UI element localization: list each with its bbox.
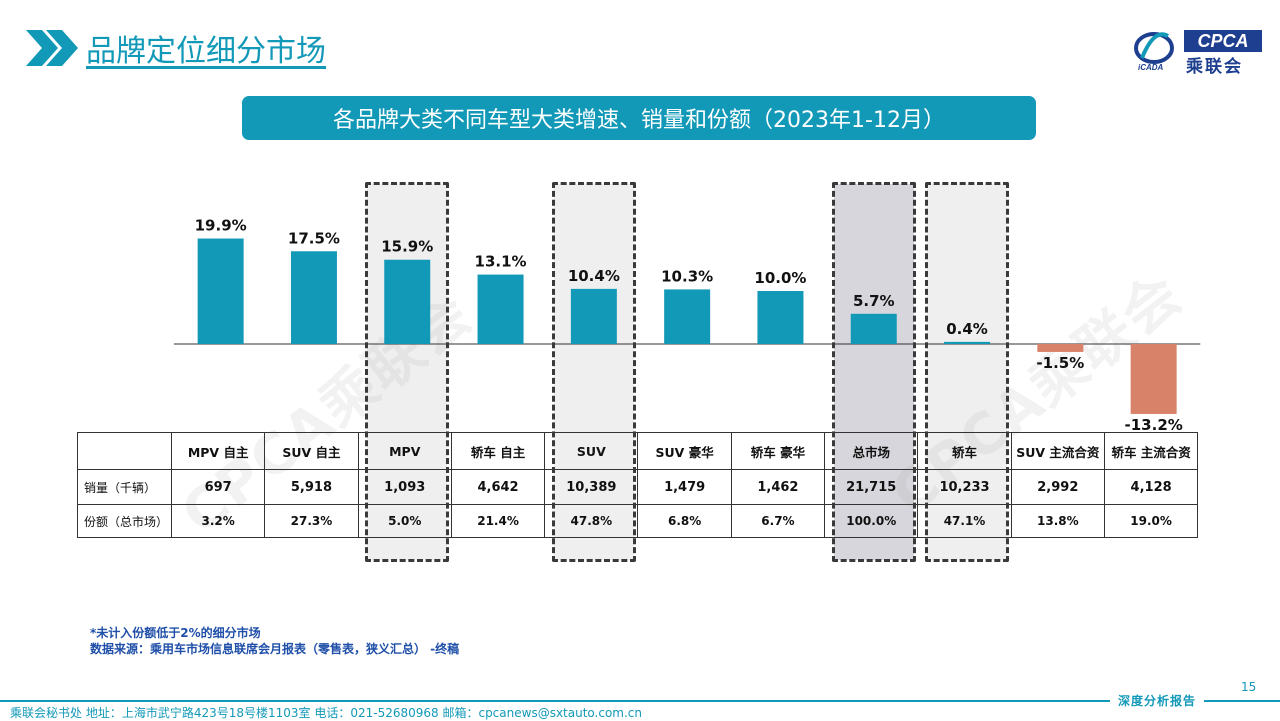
bar xyxy=(664,289,711,344)
bar xyxy=(944,341,991,344)
chart-banner: 各品牌大类不同车型大类增速、销量和份额（2023年1-12月） xyxy=(242,96,1036,140)
category-header: MPV 自主 xyxy=(170,432,266,470)
data-source: 数据来源：乘用车市场信息联席会月报表（零售表，狭义汇总） -终稿 xyxy=(90,642,460,656)
logo-wordmark: CPCA xyxy=(1197,31,1248,51)
table-cell: 1,462 xyxy=(730,469,826,505)
data-label: 0.4% xyxy=(946,320,988,338)
category-header: SUV 自主 xyxy=(264,432,359,470)
data-label: 10.4% xyxy=(568,267,620,285)
banner-text: 各品牌大类不同车型大类增速、销量和份额（2023年1-12月） xyxy=(333,108,945,133)
bar xyxy=(570,288,617,344)
table-cell: 100.0% xyxy=(824,504,919,538)
table-cell: 19.0% xyxy=(1103,504,1199,538)
table-corner xyxy=(77,432,172,470)
table-cell: 5,918 xyxy=(264,469,359,505)
highlight-frame xyxy=(551,182,636,562)
data-label: 5.7% xyxy=(853,292,895,310)
footer-contact: 乘联会秘书处 地址：上海市武宁路423号18号楼1103室 电话：021-526… xyxy=(10,706,643,720)
cpca-logo: CPCA iCADA xyxy=(1134,22,1264,74)
table-cell: 13.8% xyxy=(1010,504,1105,538)
highlight-frame xyxy=(925,182,1010,562)
page-title: 品牌定位细分市场 xyxy=(86,34,326,69)
row-label: 份额（总市场） xyxy=(77,504,172,538)
table-cell: 1,093 xyxy=(357,469,452,505)
data-label: -1.5% xyxy=(1036,354,1084,372)
bar xyxy=(850,313,897,344)
category-header: SUV 主流合资 xyxy=(1010,432,1105,470)
table-cell: 5.0% xyxy=(357,504,452,538)
logo-italic-mark: iCADA xyxy=(1138,63,1164,72)
logo-subtitle: 乘联会 xyxy=(1186,57,1243,77)
table-cell: 10,233 xyxy=(917,469,1012,505)
bar xyxy=(757,291,804,344)
bar xyxy=(1130,344,1177,414)
header: 品牌定位细分市场 xyxy=(22,24,326,72)
footer-tag: 深度分析报告 xyxy=(1110,692,1205,709)
data-label: -13.2% xyxy=(1125,416,1183,434)
double-chevron-icon xyxy=(26,30,78,66)
table-cell: 47.1% xyxy=(917,504,1012,538)
highlight-frame xyxy=(831,182,916,562)
table-cell: 47.8% xyxy=(544,504,639,538)
table-cell: 4,642 xyxy=(450,469,546,505)
category-header: 轿车 自主 xyxy=(450,432,546,470)
highlight-frame xyxy=(365,182,450,562)
footer-line xyxy=(0,700,1280,702)
table-cell: 21.4% xyxy=(450,504,546,538)
category-header: SUV 豪华 xyxy=(637,432,732,470)
table-header-row: MPV 自主 SUV 自主 MPV 轿车 自主 SUV SUV 豪华 轿车 豪华 总市场 轿车 S… xyxy=(77,432,1199,470)
table-cell: 697 xyxy=(170,469,266,505)
category-header: 轿车 主流合资 xyxy=(1103,432,1199,470)
data-table: MPV 自主 SUV 自主 MPV 轿车 自主 SUV SUV 豪华 轿车 豪华 总市场 轿车 S… xyxy=(77,432,1199,538)
data-label: 15.9% xyxy=(381,238,433,256)
data-label: 19.9% xyxy=(195,217,247,235)
table-row: 销量（千辆） 697 5,918 1,093 4,642 10,389 1,479 1,462… xyxy=(77,469,1199,505)
table-cell: 6.7% xyxy=(730,504,826,538)
bar-chart: 19.9% 17.5% 15.9% 13.1% 10.4% 10.3% 10.0% 5.7% 0… xyxy=(174,217,1201,434)
bar xyxy=(384,259,431,344)
table-cell: 6.8% xyxy=(637,504,732,538)
page-number: 15 xyxy=(1241,680,1257,694)
category-header: 轿车 豪华 xyxy=(730,432,826,470)
table-cell: 2,992 xyxy=(1010,469,1105,505)
footnote: *未计入份额低于2%的细分市场 xyxy=(90,626,261,640)
table-cell: 27.3% xyxy=(264,504,359,538)
cpca-logo-icon: CPCA iCADA xyxy=(1134,30,1262,72)
table-cell: 1,479 xyxy=(637,469,732,505)
bar xyxy=(1037,344,1084,352)
table-row: 份额（总市场） 3.2% 27.3% 5.0% 21.4% 47.8% 6.8% 6.7% 10… xyxy=(77,504,1199,538)
row-label: 销量（千辆） xyxy=(77,469,172,505)
bar xyxy=(290,251,337,344)
table-cell: 4,128 xyxy=(1103,469,1199,505)
table-cell: 3.2% xyxy=(170,504,266,538)
bar xyxy=(197,238,244,344)
data-label: 17.5% xyxy=(288,229,340,247)
data-label: 10.0% xyxy=(754,269,806,287)
data-label: 10.3% xyxy=(661,267,713,285)
category-header: SUV xyxy=(544,432,639,470)
data-label: 13.1% xyxy=(475,253,527,271)
category-header: MPV xyxy=(357,432,452,470)
bar xyxy=(477,274,524,344)
